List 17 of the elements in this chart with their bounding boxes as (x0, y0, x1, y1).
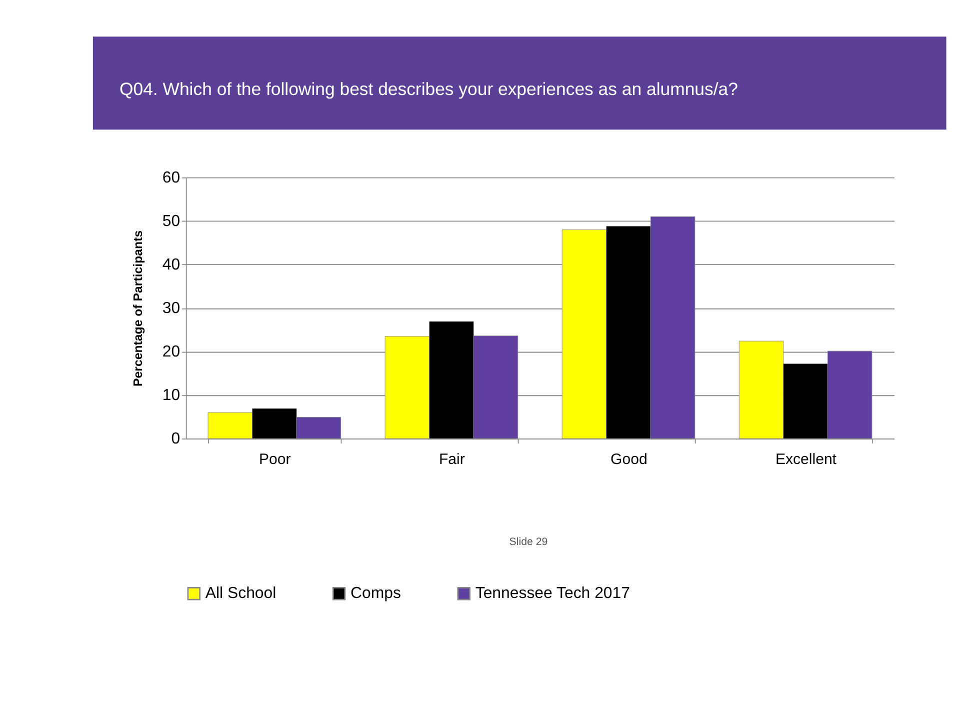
x-tick-label: Poor (258, 450, 291, 468)
legend-label: Comps (350, 585, 402, 602)
chart-title: Q04. Which of the following best describes your experiences as an alumnus/a? (120, 79, 738, 100)
y-tick-label: 50 (162, 212, 180, 230)
x-tick-label: Fair (438, 450, 465, 468)
text: Slide 29 (509, 536, 548, 548)
y-tick-label: 20 (162, 343, 180, 360)
legend-label: Tennessee Tech 2017 (475, 585, 630, 602)
x-tick-label: Good (610, 450, 648, 468)
legend-label: All School (205, 585, 276, 602)
y-tick-label: 10 (162, 386, 180, 404)
y-tick-label: 60 (162, 169, 180, 186)
y-tick-label: 40 (162, 256, 180, 274)
y-tick-label: 30 (162, 300, 180, 317)
y-axis-title: Percentage of Participants (131, 230, 146, 386)
y-tick-label: 0 (171, 430, 180, 448)
x-tick-label: Excellent (775, 450, 838, 468)
